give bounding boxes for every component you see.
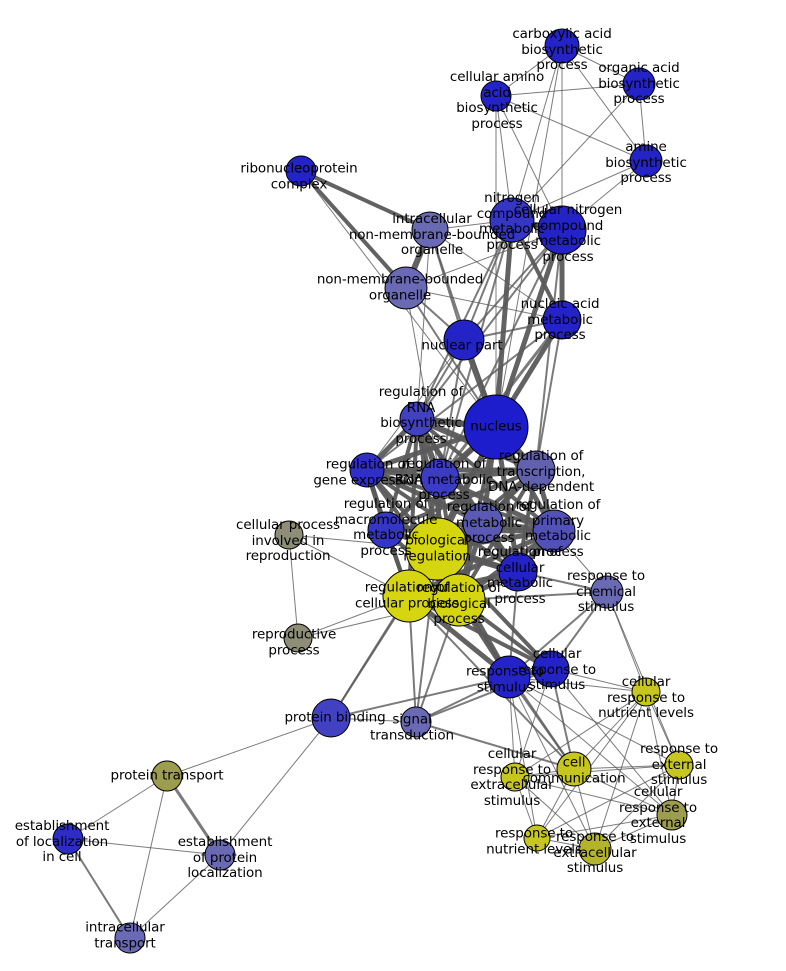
graph-edge [645,691,673,816]
graph-edge [463,229,563,341]
graph-edge [511,160,647,221]
graph-edge [330,676,510,719]
graph-edge [536,814,673,839]
graph-edge [366,319,563,471]
graph-edge [364,467,486,526]
edges-layer [67,45,680,939]
graph-edge [535,319,563,471]
graph-node[interactable] [382,569,436,623]
graph-edge [299,169,432,232]
graph-edge [508,676,673,816]
graph-node[interactable] [500,762,530,792]
graph-edge [493,227,565,430]
graph-node[interactable] [556,751,592,787]
graph-edge [495,95,647,162]
graph-node[interactable] [487,655,531,699]
graph-edge [67,838,221,856]
graph-node[interactable] [285,155,317,187]
graph-node[interactable] [462,502,504,544]
graph-edge [415,721,575,770]
graph-edge [365,468,556,533]
graph-node[interactable] [463,394,529,460]
graph-node[interactable] [114,922,146,954]
graph-node[interactable] [204,839,236,871]
graph-node[interactable] [151,760,183,792]
graph-edge [514,776,673,816]
graph-edge [511,45,563,221]
graph-edge [407,417,419,598]
graph-edge [405,287,441,479]
graph-node[interactable] [498,552,538,592]
graph-edge [495,83,640,97]
graph-edge [67,775,168,840]
graph-edge [495,95,563,231]
graph-edge [508,676,538,839]
graph-edge [561,45,647,162]
graph-edge [514,776,596,850]
graph-edge [508,676,647,693]
graph-node[interactable] [664,750,694,780]
graph-edge [514,764,680,778]
nodes-layer [52,28,694,954]
graph-node[interactable] [656,799,688,831]
graph-node[interactable] [542,300,582,340]
graph-edge [536,764,680,839]
graph-edge [495,45,563,428]
graph-edge [405,229,563,289]
graph-edge [299,169,408,290]
graph-node[interactable] [283,623,313,653]
graph-edge [166,717,332,777]
graph-edge [288,534,299,639]
graph-node[interactable] [622,67,656,101]
graph-node[interactable] [274,520,304,550]
graph-node[interactable] [349,452,385,488]
graph-node[interactable] [523,824,551,852]
graph-edge [219,717,332,856]
graph-node[interactable] [480,80,512,112]
graph-node[interactable] [443,319,485,361]
graph-edge [129,775,168,939]
graph-node[interactable] [578,832,612,866]
graph-node[interactable] [489,197,535,243]
graph-edge [67,838,131,939]
graph-node[interactable] [405,517,469,581]
graph-node[interactable] [411,211,449,249]
graph-edge [573,764,680,770]
graph-node[interactable] [544,28,580,64]
graph-node[interactable] [400,706,432,738]
graph-edge [416,229,563,420]
graph-edge [514,668,552,778]
graph-node[interactable] [367,511,405,549]
graph-edge [550,668,673,816]
graph-node[interactable] [590,575,624,609]
graph-node[interactable] [52,823,84,855]
graph-node[interactable] [420,458,460,498]
graph-node[interactable] [384,266,428,310]
graph-edge [165,774,222,857]
graph-edge [594,691,647,850]
graph-edge [508,591,608,678]
graph-edge [493,217,515,430]
graph-edge [573,768,673,816]
graph-node[interactable] [311,698,351,738]
graph-edge [129,854,221,939]
graph-edge [514,691,647,778]
graph-node[interactable] [432,573,486,627]
graph-node[interactable] [537,205,587,255]
graph-edge [573,691,647,770]
graph-node[interactable] [516,450,556,490]
graph-node[interactable] [631,677,661,707]
graph-edge [535,229,563,471]
graph-node[interactable] [532,509,576,553]
graph-node[interactable] [399,401,435,437]
graph-edge [416,229,431,420]
graph-node[interactable] [629,144,663,178]
graph-edge [511,83,640,221]
graph-node[interactable] [532,650,570,688]
